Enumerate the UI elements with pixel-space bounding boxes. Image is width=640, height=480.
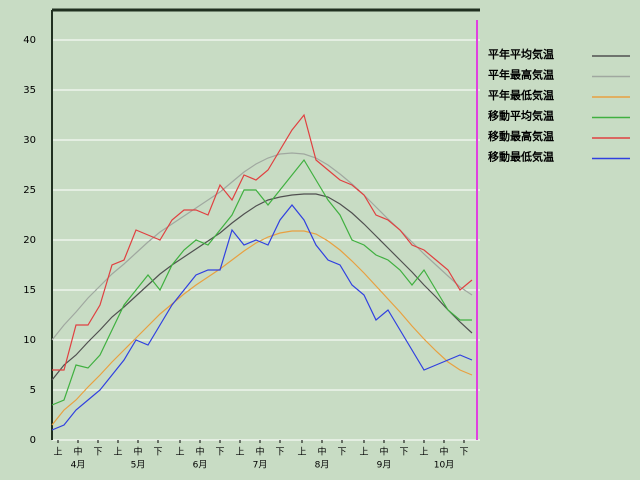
- month-label: 10月: [434, 460, 454, 471]
- series-line: [51, 193, 473, 381]
- y-tick-label: 15: [23, 285, 36, 296]
- x-tick-label: 下: [399, 448, 408, 458]
- month-label: 9月: [377, 460, 392, 471]
- legend-label: 移動平均気温: [488, 109, 554, 123]
- x-tick-label: 上: [235, 447, 244, 458]
- x-tick-label: 中: [195, 446, 204, 458]
- y-tick-label: 5: [30, 385, 36, 396]
- legend-label: 平年最高気温: [488, 68, 554, 82]
- x-tick-label: 中: [73, 446, 82, 458]
- month-label: 6月: [193, 460, 208, 471]
- x-tick-label: 中: [379, 446, 388, 458]
- y-tick-label: 0: [30, 435, 36, 446]
- y-tick-label: 35: [23, 85, 36, 96]
- x-tick-label: 中: [317, 446, 326, 458]
- x-tick-label: 下: [153, 448, 162, 458]
- x-tick-label: 中: [255, 446, 264, 458]
- x-tick-label: 下: [275, 448, 284, 458]
- series-line: [51, 204, 473, 431]
- series-line: [52, 113, 473, 371]
- legend-label: 移動最低気温: [488, 150, 554, 164]
- legend-label: 平年平均気温: [488, 47, 554, 61]
- x-tick-label: 上: [113, 447, 122, 458]
- x-tick-label: 上: [359, 447, 368, 458]
- x-tick-label: 上: [419, 447, 428, 458]
- x-tick-label: 下: [215, 448, 224, 458]
- month-label: 8月: [315, 460, 330, 471]
- y-tick-label: 30: [23, 135, 36, 146]
- legend-label: 移動最高気温: [488, 129, 554, 143]
- legend-label: 平年最低気温: [488, 88, 554, 102]
- x-tick-label: 上: [53, 447, 62, 458]
- x-tick-label: 中: [133, 446, 142, 458]
- y-tick-label: 20: [23, 235, 36, 246]
- x-tick-label: 下: [93, 448, 102, 458]
- month-label: 7月: [253, 460, 268, 471]
- y-tick-label: 10: [23, 335, 36, 346]
- y-tick-label: 40: [23, 35, 36, 46]
- series-line: [51, 152, 473, 341]
- x-tick-label: 下: [337, 448, 346, 458]
- x-tick-label: 上: [297, 447, 306, 458]
- series-line: [51, 230, 473, 426]
- month-label: 5月: [131, 460, 146, 471]
- y-tick-label: 25: [23, 185, 36, 196]
- series-line: [51, 158, 472, 406]
- x-tick-label: 上: [175, 447, 184, 458]
- x-tick-label: 中: [439, 446, 448, 458]
- month-label: 4月: [71, 460, 86, 471]
- x-tick-label: 下: [459, 448, 468, 458]
